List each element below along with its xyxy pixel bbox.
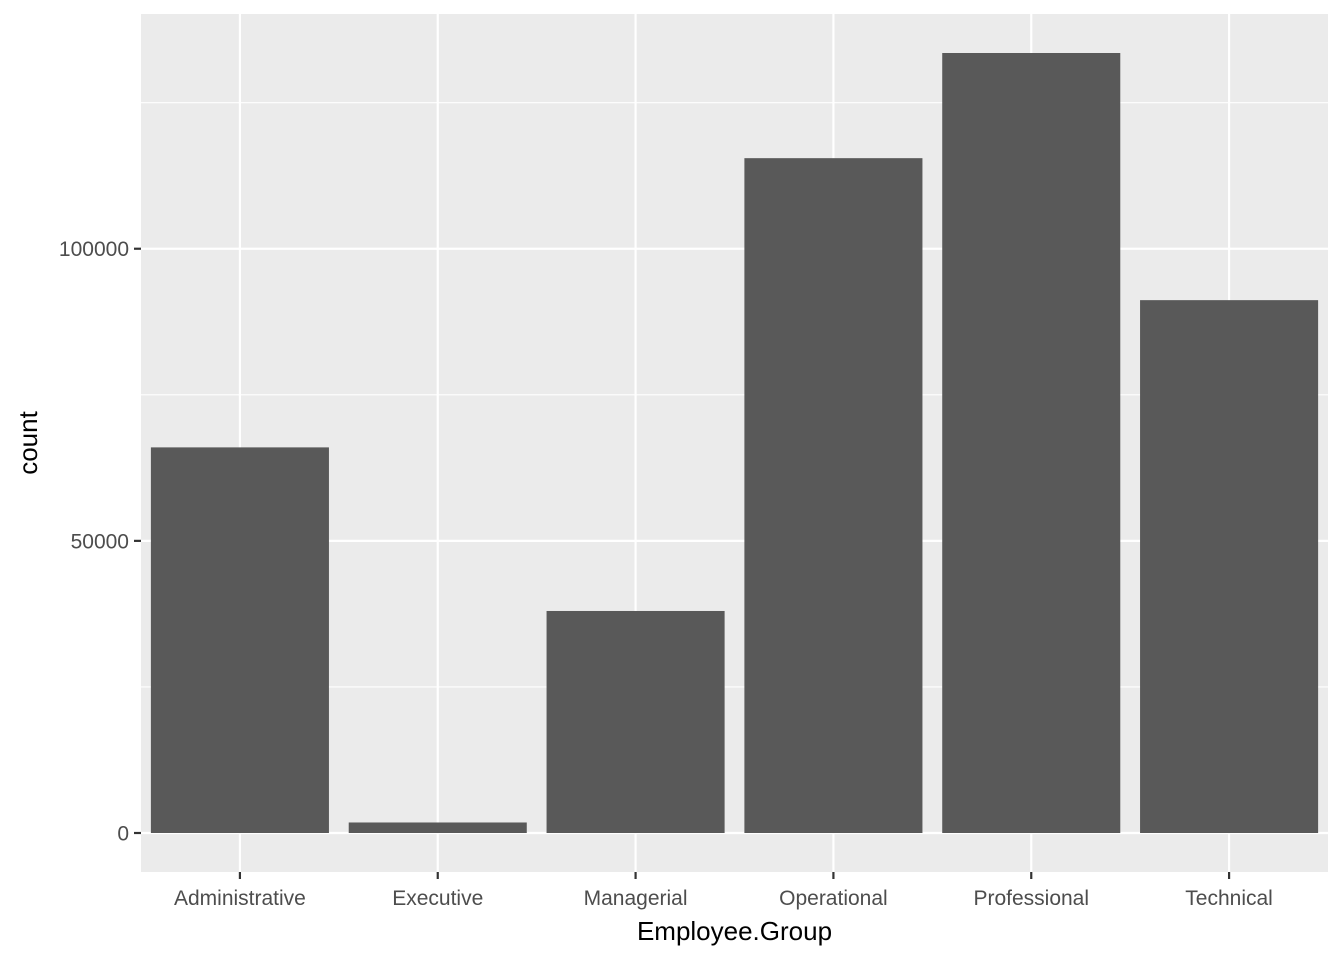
bar-managerial	[546, 610, 725, 833]
x-tick-label: Operational	[779, 887, 888, 910]
x-tick-label: Administrative	[174, 887, 306, 910]
y-tick-label: 50000	[71, 530, 129, 553]
bars	[150, 53, 1319, 834]
minor-gridlines	[141, 102, 1328, 688]
y-axis-title: count	[13, 410, 43, 474]
y-axis-ticks: 0 50000 100000	[59, 238, 141, 846]
y-tick-label: 100000	[59, 238, 129, 261]
plot-panel	[141, 14, 1328, 872]
x-tick-label: Technical	[1185, 887, 1273, 910]
x-axis-ticks: Administrative Executive Managerial Operati…	[174, 872, 1273, 910]
x-tick-label: Executive	[392, 887, 483, 910]
y-tick-label: 0	[117, 823, 129, 846]
x-tick-label: Managerial	[584, 887, 688, 910]
bar-administrative	[150, 447, 329, 833]
bar-professional	[942, 53, 1121, 833]
bar-technical	[1140, 300, 1319, 833]
x-tick-label: Professional	[973, 887, 1089, 910]
bar-operational	[744, 158, 923, 834]
bar-executive	[348, 822, 527, 833]
x-axis-title: Employee.Group	[637, 916, 832, 946]
